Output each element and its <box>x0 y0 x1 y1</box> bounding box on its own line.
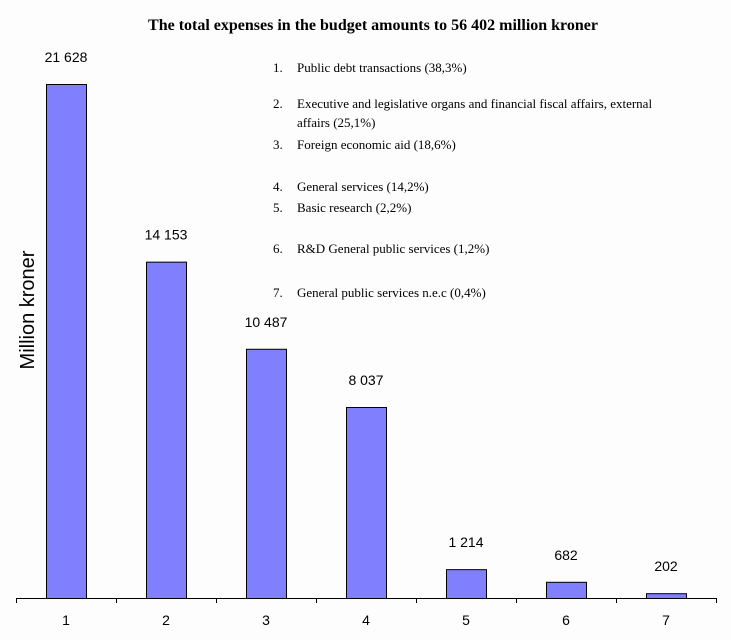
x-tick-label-4: 4 <box>362 612 370 628</box>
y-axis-label: Million kroner <box>17 250 39 369</box>
legend-number: 7. <box>273 285 283 300</box>
x-tick-label-7: 7 <box>662 612 670 628</box>
legend-label: General public services n.e.c (0,4%) <box>297 285 486 300</box>
legend-label: R&D General public services (1,2%) <box>297 241 489 256</box>
value-label-3: 10 487 <box>245 314 288 330</box>
legend: 1. Public debt transactions (38,3%) 2. Exec… <box>273 60 652 300</box>
x-tick-label-3: 3 <box>262 612 270 628</box>
bar-4 <box>346 406 387 599</box>
bar-5 <box>446 569 487 599</box>
legend-label: Foreign economic aid (18,6%) <box>297 137 456 152</box>
legend-label: General services (14,2%) <box>297 179 429 194</box>
value-label-2: 14 153 <box>145 227 188 243</box>
legend-item-3: 3. Foreign economic aid (18,6%) <box>273 137 456 152</box>
legend-number: 4. <box>273 179 283 194</box>
legend-item-6: 6. R&D General public services (1,2%) <box>273 241 489 256</box>
legend-item-2: 2. Executive and legislative organs and f… <box>273 96 652 130</box>
bar-1 <box>46 84 87 599</box>
legend-number: 6. <box>273 241 283 256</box>
value-label-4: 8 037 <box>348 372 383 388</box>
legend-label: Public debt transactions (38,3%) <box>297 60 467 75</box>
value-label-6: 682 <box>554 547 578 563</box>
legend-number: 2. <box>273 96 283 111</box>
legend-label: affairs (25,1%) <box>297 115 375 130</box>
chart-title: The total expenses in the budget amounts… <box>148 17 598 34</box>
bars-group: 21 628 14 153 10 487 8 037 1 214 682 202 <box>45 49 687 599</box>
legend-item-7: 7. General public services n.e.c (0,4%) <box>273 285 486 300</box>
legend-label: Basic research (2,2%) <box>297 200 411 215</box>
x-tick-label-6: 6 <box>562 612 570 628</box>
legend-item-5: 5. Basic research (2,2%) <box>273 200 411 215</box>
legend-item-4: 4. General services (14,2%) <box>273 179 429 194</box>
legend-number: 5. <box>273 200 283 215</box>
bar-6 <box>546 581 587 599</box>
legend-label: Executive and legislative organs and fin… <box>297 96 652 111</box>
value-label-1: 21 628 <box>45 49 88 65</box>
x-tick-label-5: 5 <box>462 612 470 628</box>
value-label-7: 202 <box>654 558 678 574</box>
x-tick-label-1: 1 <box>62 612 70 628</box>
bar-3 <box>246 348 287 599</box>
value-label-5: 1 214 <box>448 534 483 550</box>
x-axis: 1 2 3 4 5 6 7 <box>16 598 717 628</box>
legend-number: 3. <box>273 137 283 152</box>
legend-item-1: 1. Public debt transactions (38,3%) <box>273 60 467 75</box>
legend-number: 1. <box>273 60 283 75</box>
x-tick-label-2: 2 <box>162 612 170 628</box>
bar-7 <box>646 593 687 599</box>
bar-2 <box>146 261 187 599</box>
